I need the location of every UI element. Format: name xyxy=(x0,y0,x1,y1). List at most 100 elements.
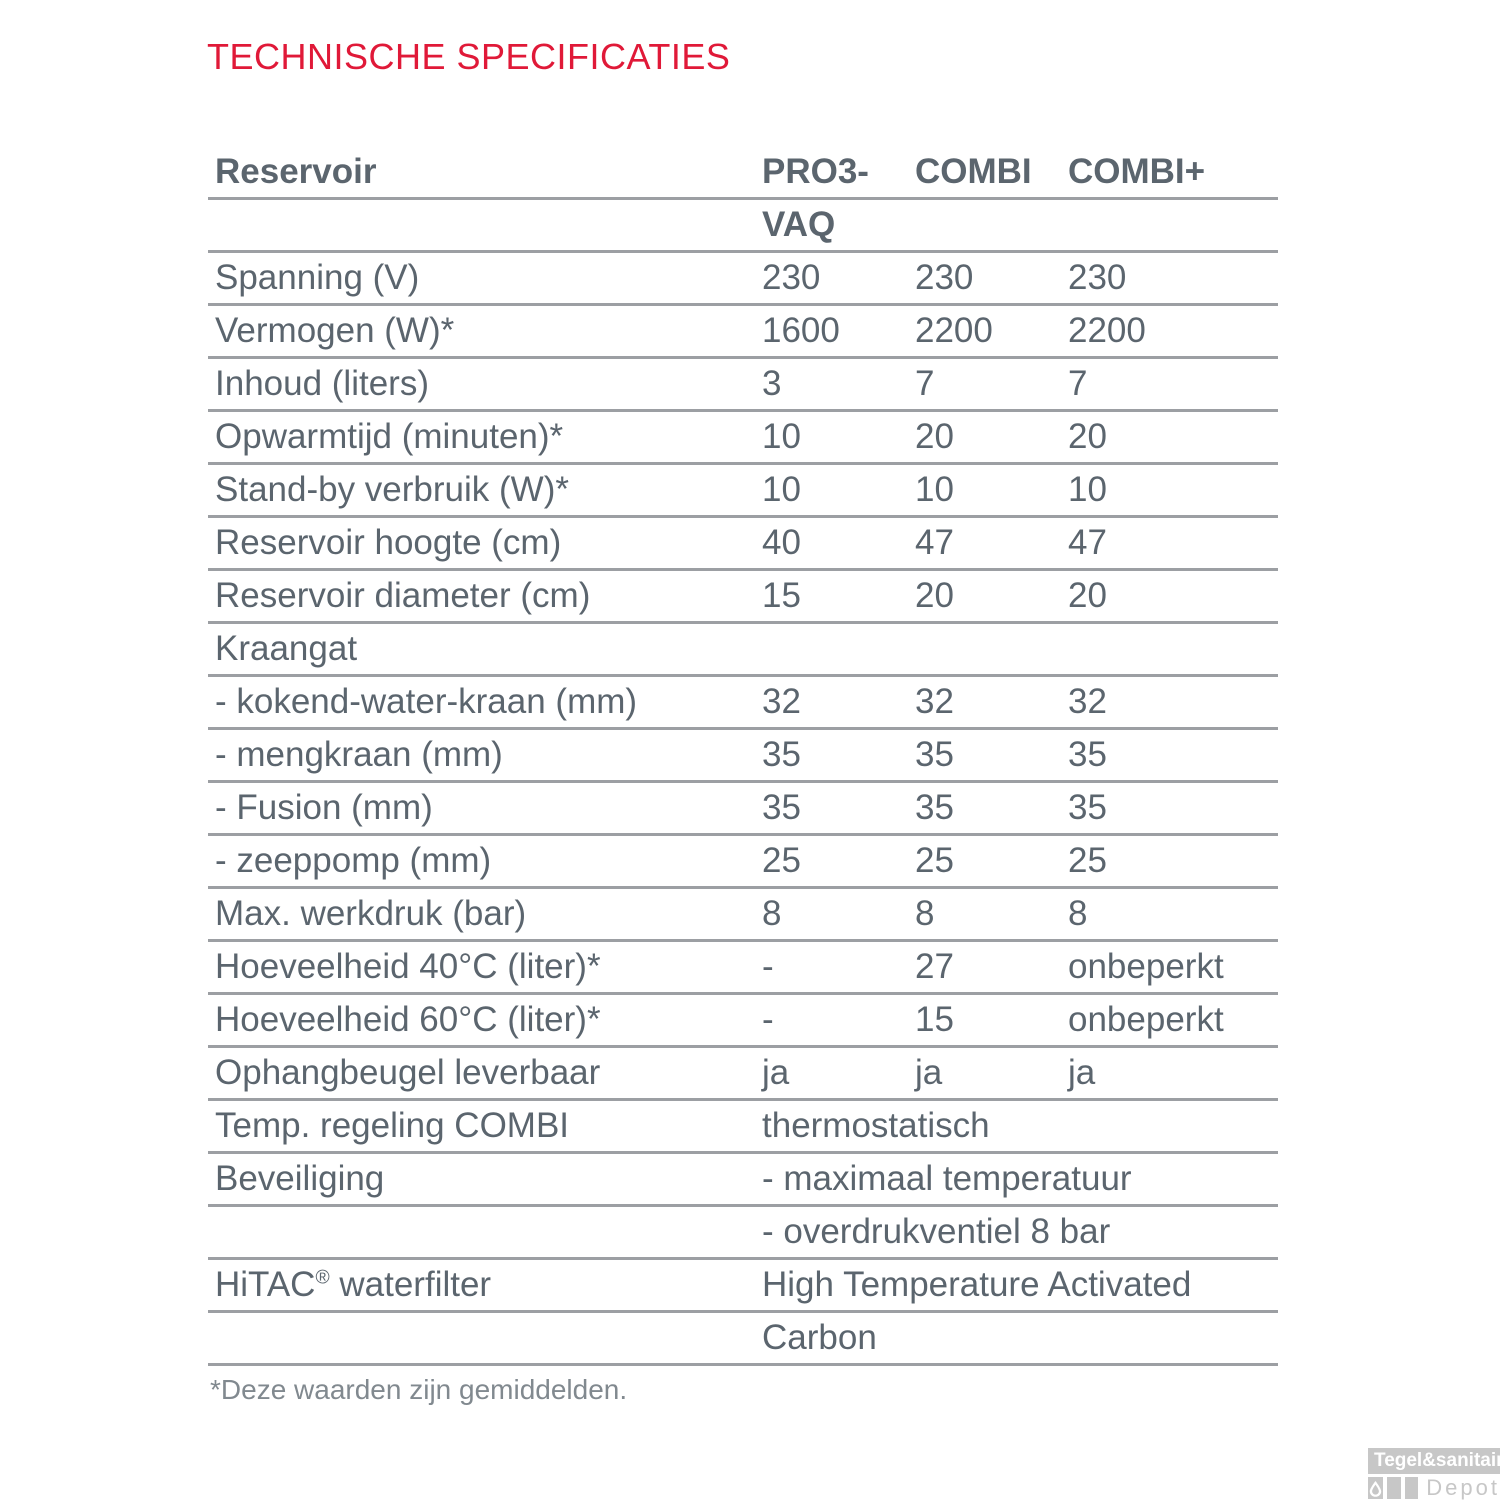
spec-value: 10 xyxy=(762,470,801,509)
spec-table-body: Spanning (V) 230 230 230 Vermogen (W)* 1600 22… xyxy=(208,253,1278,1366)
spec-label: - kokend-water-kraan (mm) xyxy=(215,682,638,721)
spec-value: 35 xyxy=(762,788,801,827)
spec-value: 230 xyxy=(762,258,821,297)
spec-row: - mengkraan (mm) 35 35 35 xyxy=(208,730,1278,783)
logo-square xyxy=(1404,1477,1419,1499)
spec-row: Hoeveelheid 40°C (liter)* - 27 onbeperkt xyxy=(208,942,1278,995)
spec-value: 25 xyxy=(1068,841,1107,880)
spec-value: 10 xyxy=(762,417,801,456)
spec-label: Temp. regeling COMBI xyxy=(215,1106,570,1145)
spec-value-span: Carbon xyxy=(762,1318,877,1357)
spec-value: 25 xyxy=(762,841,801,880)
spec-label: - mengkraan (mm) xyxy=(215,735,503,774)
spec-row: Vermogen (W)* 1600 2200 2200 xyxy=(208,306,1278,359)
spec-value-span: thermostatisch xyxy=(762,1106,990,1145)
spec-value: 10 xyxy=(1068,470,1107,509)
spec-value-span: - maximaal temperatuur xyxy=(762,1159,1132,1198)
spec-row: - zeeppomp (mm) 25 25 25 xyxy=(208,836,1278,889)
spec-label: Inhoud (liters) xyxy=(215,364,429,403)
spec-value: 2200 xyxy=(915,311,993,350)
spec-row: Beveiliging - maximaal temperatuur xyxy=(208,1154,1278,1207)
spec-row: - kokend-water-kraan (mm) 32 32 32 xyxy=(208,677,1278,730)
spec-value: 27 xyxy=(915,947,954,986)
spec-value-span: - overdrukventiel 8 bar xyxy=(762,1212,1111,1251)
spec-value: 8 xyxy=(762,894,782,933)
spec-label: Vermogen (W)* xyxy=(215,311,455,350)
spec-value: 8 xyxy=(915,894,935,933)
spec-value: 47 xyxy=(915,523,954,562)
spec-value: 35 xyxy=(1068,788,1107,827)
spec-value: 7 xyxy=(1068,364,1088,403)
spec-value: ja xyxy=(915,1053,943,1092)
spec-label: Opwarmtijd (minuten)* xyxy=(215,417,564,456)
spec-value: 15 xyxy=(762,576,801,615)
spec-label: HiTAC® waterfilter xyxy=(215,1265,492,1304)
spec-row: Hoeveelheid 60°C (liter)* - 15 onbeperkt xyxy=(208,995,1278,1048)
spec-value: 32 xyxy=(762,682,801,721)
spec-row: Inhoud (liters) 3 7 7 xyxy=(208,359,1278,412)
brand-logo: Tegel&sanitair Depot xyxy=(1368,1448,1500,1500)
logo-squares: Depot xyxy=(1368,1475,1500,1500)
spec-value: 20 xyxy=(1068,576,1107,615)
spec-table: Reservoir PRO3- COMBI COMBI+ VAQ Spannin… xyxy=(208,147,1278,1366)
spec-label: Spanning (V) xyxy=(215,258,420,297)
spec-row: Stand-by verbruik (W)* 10 10 10 xyxy=(208,465,1278,518)
spec-row: Opwarmtijd (minuten)* 10 20 20 xyxy=(208,412,1278,465)
spec-value: 35 xyxy=(915,788,954,827)
spec-label: Hoeveelheid 40°C (liter)* xyxy=(215,947,601,986)
spec-row: - overdrukventiel 8 bar xyxy=(208,1207,1278,1260)
spec-row: Spanning (V) 230 230 230 xyxy=(208,253,1278,306)
spec-value: 15 xyxy=(915,1000,954,1039)
spec-value: 35 xyxy=(1068,735,1107,774)
page-title: TECHNISCHE SPECIFICATIES xyxy=(207,36,731,77)
spec-row: Temp. regeling COMBI thermostatisch xyxy=(208,1101,1278,1154)
spec-label: Reservoir hoogte (cm) xyxy=(215,523,562,562)
spec-value: - xyxy=(762,1000,774,1039)
header-col-combi: COMBI xyxy=(915,152,1032,191)
water-drop-icon xyxy=(1368,1477,1383,1499)
spec-value: 32 xyxy=(915,682,954,721)
spec-value: 2200 xyxy=(1068,311,1146,350)
spec-label: Ophangbeugel leverbaar xyxy=(215,1053,601,1092)
header-label: Reservoir xyxy=(215,152,377,191)
spec-value: 7 xyxy=(915,364,935,403)
header-col-pro3: PRO3- xyxy=(762,152,869,191)
spec-value: 230 xyxy=(1068,258,1127,297)
table-header-row-1: Reservoir PRO3- COMBI COMBI+ xyxy=(208,147,1278,200)
spec-label: Max. werkdruk (bar) xyxy=(215,894,527,933)
spec-label: Beveiliging xyxy=(215,1159,385,1198)
spec-value: ja xyxy=(1068,1053,1096,1092)
spec-row: Kraangat xyxy=(208,624,1278,677)
spec-value: 1600 xyxy=(762,311,840,350)
logo-square xyxy=(1387,1477,1401,1499)
spec-row: - Fusion (mm) 35 35 35 xyxy=(208,783,1278,836)
spec-label: - Fusion (mm) xyxy=(215,788,433,827)
spec-value: 230 xyxy=(915,258,974,297)
spec-label: Hoeveelheid 60°C (liter)* xyxy=(215,1000,601,1039)
spec-value: 10 xyxy=(915,470,954,509)
spec-label: Kraangat xyxy=(215,629,358,668)
spec-label: Reservoir diameter (cm) xyxy=(215,576,591,615)
spec-row: Reservoir diameter (cm) 15 20 20 xyxy=(208,571,1278,624)
spec-value: onbeperkt xyxy=(1068,1000,1224,1039)
spec-row: Ophangbeugel leverbaar ja ja ja xyxy=(208,1048,1278,1101)
spec-row: Max. werkdruk (bar) 8 8 8 xyxy=(208,889,1278,942)
brand-sub-text: Depot xyxy=(1426,1475,1500,1500)
table-header-row-2: VAQ xyxy=(208,200,1278,253)
footnote: *Deze waarden zijn gemiddelden. xyxy=(210,1374,628,1405)
spec-value: 8 xyxy=(1068,894,1088,933)
spec-value: onbeperkt xyxy=(1068,947,1224,986)
header-col-vaq: VAQ xyxy=(762,205,836,244)
spec-value: 20 xyxy=(915,417,954,456)
spec-value: 35 xyxy=(915,735,954,774)
spec-value: - xyxy=(762,947,774,986)
brand-band-text: Tegel&sanitair xyxy=(1368,1448,1500,1474)
spec-value: 32 xyxy=(1068,682,1107,721)
spec-value: 3 xyxy=(762,364,782,403)
spec-value: 47 xyxy=(1068,523,1107,562)
spec-label: Stand-by verbruik (W)* xyxy=(215,470,569,509)
spec-value: ja xyxy=(762,1053,790,1092)
spec-value-span: High Temperature Activated xyxy=(762,1265,1192,1304)
spec-value: 20 xyxy=(1068,417,1107,456)
